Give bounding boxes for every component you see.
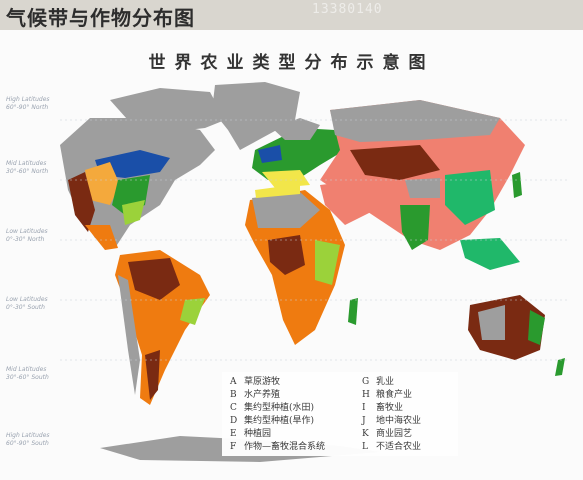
na-southeast [122,200,145,225]
latitude-lines [60,119,570,361]
legend-item: K 商业园艺 [362,429,413,439]
eu-mediterranean [262,170,310,188]
europe [252,128,345,180]
legend-item: H 粮食产业 [362,390,413,400]
legend-item: E 种植园 [230,429,272,439]
legend-item: I 畜牧业 [362,403,404,413]
legend-column-right: G 乳业 H 粮食产业 I 畜牧业 J 地中海农业 K 商业园艺 L 不适合农业 [362,376,421,454]
legend-item: F 作物—畜牧混合系统 [230,442,326,452]
asia-india [400,205,430,250]
australia-west-desert [478,305,505,340]
slide-title: 气候带与作物分布图 [6,6,195,30]
legend-column-left: A 草原游牧 B 水产养殖 C 集约型种植(水田) D 集约型种植(旱作) E 种植园 F… [230,376,325,454]
lat-band-6: High Latitudes 60°-90° South [6,432,50,447]
sa-coast [180,298,205,325]
lat-band-4: Low Latitudes 0°-30° South [6,296,48,311]
asia-siberia [330,100,500,142]
lat-band-3: Low Latitudes 0°-30° North [6,228,48,243]
asia-se-islands [460,238,520,270]
africa-east [315,240,340,285]
na-west-ranching [68,172,95,232]
legend-item: A 草原游牧 [230,377,281,387]
na-mexico [85,225,118,250]
africa-north-coast [255,184,300,198]
africa-central [268,235,305,275]
australia-east [528,310,545,345]
new-zealand [555,358,565,376]
madagascar [348,298,358,325]
lat-band-2: Mid Latitudes 30°-60° North [6,160,49,175]
legend-item: B 水产养殖 [230,390,281,400]
asia-china-rice [445,170,495,225]
legend-item: C 集约型种植(水田) [230,403,315,413]
greenland [212,82,300,150]
lat-band-1: High Latitudes 60°-90° North [6,96,50,111]
latitude-band-labels: High Latitudes 60°-90° North Mid Latitude… [2,0,62,480]
asia-middle-east [320,180,375,225]
legend-item: D 集约型种植(旱作) [230,416,315,426]
legend-item: L 不适合农业 [362,442,422,452]
map-legend: A 草原游牧 B 水产养殖 C 集约型种植(水田) D 集约型种植(旱作) E 种植园 F… [222,372,458,456]
na-plains-grain [85,162,120,205]
legend-item: J 地中海农业 [362,416,422,426]
sa-andes [118,275,140,395]
africa-sahara [252,192,320,228]
slide-watermark-code: 13380140 [312,2,383,17]
asia-tibet [405,178,440,198]
lat-band-5: Mid Latitudes 30°-60° South [6,366,49,381]
legend-item: G 乳业 [362,377,395,387]
asia-steppe [350,145,440,180]
eu-dairy [258,145,282,163]
map-title: 世界农业类型分布示意图 [148,53,435,73]
sa-south [145,350,160,400]
sa-amazon [128,258,180,300]
japan [512,172,522,198]
eu-north [272,118,320,140]
